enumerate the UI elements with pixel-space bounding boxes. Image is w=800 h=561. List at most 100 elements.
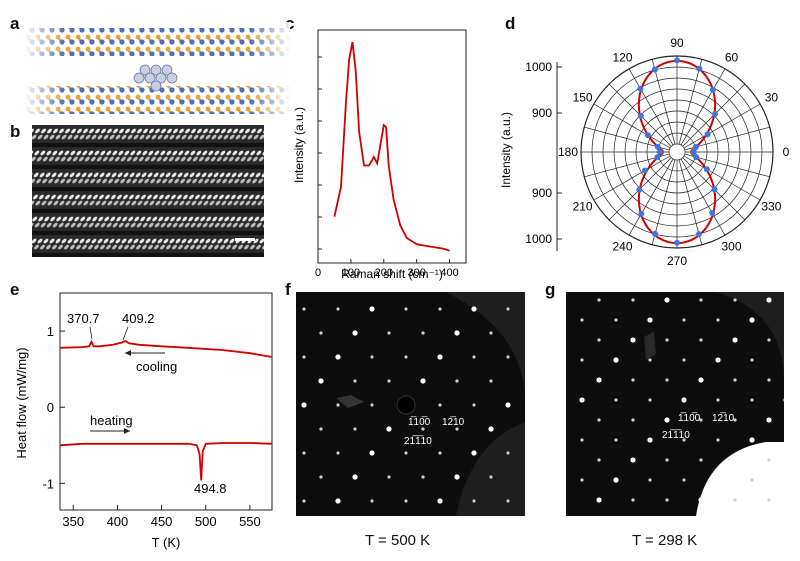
raman-x-tick-label: 0 — [315, 267, 321, 279]
diffraction-spot — [404, 355, 408, 359]
diffraction-spot — [437, 498, 443, 504]
polar-data-point — [696, 231, 702, 238]
polar-data-point — [712, 111, 718, 117]
diffraction-spot — [597, 338, 601, 342]
diffraction-spot — [647, 317, 653, 323]
diffraction-spot — [665, 338, 669, 342]
polar-data-point — [637, 112, 644, 119]
polar-angle-label: 90 — [670, 36, 684, 50]
diffraction-spot — [766, 297, 772, 303]
diffraction-spot — [648, 358, 652, 362]
polar-angle-label: 330 — [761, 200, 781, 214]
diffraction-spot — [370, 403, 374, 407]
polar-intensity-chart: 0 30 60 90 120 150 180 210 240 270 300 330 1000 900 9… — [499, 36, 790, 268]
diffraction-spot — [613, 357, 619, 363]
diffraction-spot — [732, 457, 738, 463]
diffraction-spot — [596, 497, 602, 503]
dsc-x-axis-label: T (K) — [152, 535, 181, 550]
diffraction-spot — [630, 337, 636, 343]
diffraction-spot — [648, 398, 652, 402]
diffraction-spot — [750, 358, 754, 362]
diffraction-spot — [404, 307, 408, 311]
diffraction-spot — [580, 358, 584, 362]
dsc-x-tick-label: 550 — [239, 514, 261, 529]
diffraction-spot — [438, 307, 442, 311]
diffraction-spot — [506, 499, 510, 503]
polar-data-point — [636, 186, 643, 193]
diffraction-spot — [489, 379, 493, 383]
diffraction-spot — [664, 417, 670, 423]
raman-spectrum-chart: 0 100 200 300 400 Raman shift (cm⁻¹) Intensi… — [292, 29, 467, 281]
diffraction-spot — [302, 355, 306, 359]
diffraction-spot — [597, 418, 601, 422]
diffraction-spot — [631, 378, 635, 382]
raman-series-line — [333, 41, 450, 252]
diffraction-spot — [716, 438, 720, 442]
polar-radial-label: 900 — [532, 106, 552, 120]
diffraction-spot — [454, 330, 460, 336]
diffraction-spot — [387, 379, 391, 383]
diffraction-spot — [733, 378, 737, 382]
polar-angle-label: 300 — [721, 239, 741, 253]
stem-micrograph — [32, 125, 264, 257]
diffraction-spot — [420, 378, 426, 384]
diffraction-spot — [749, 437, 755, 443]
dsc-y-tick-label: -1 — [42, 476, 54, 491]
polar-radial-label: 900 — [532, 186, 552, 200]
diffraction-spot — [613, 477, 619, 483]
diffraction-spot — [614, 398, 618, 402]
polar-data-point — [674, 239, 680, 246]
diffraction-spot — [767, 338, 771, 342]
dsc-x-tick-label: 500 — [195, 514, 217, 529]
panel-label-f: f — [285, 280, 291, 299]
diffraction-spot — [750, 478, 754, 482]
crystal-structure-illustration — [25, 22, 290, 122]
polar-data-point — [652, 230, 659, 237]
diffraction-spot — [336, 451, 340, 455]
diffraction-spot — [767, 378, 771, 382]
heating-label: heating — [90, 413, 133, 428]
polar-radial-label: 1000 — [525, 60, 552, 74]
panel-label-a: a — [10, 14, 20, 33]
diffraction-spot — [370, 355, 374, 359]
diffraction-spot — [454, 474, 460, 480]
polar-angle-label: 0 — [783, 145, 790, 159]
polar-data-point — [692, 144, 699, 150]
polar-data-point — [704, 131, 711, 138]
dsc-x-tick-label: 400 — [107, 514, 129, 529]
polar-radial-label: 1000 — [525, 232, 552, 246]
diffraction-spot — [472, 403, 476, 407]
diffraction-spot — [421, 475, 425, 479]
diffraction-spot — [767, 458, 771, 462]
diffraction-spot — [580, 438, 584, 442]
diffraction-spot — [664, 297, 670, 303]
diffraction-spot — [733, 298, 737, 302]
dsc-y-axis-label: Heat flow (mW/mg) — [14, 347, 29, 458]
polar-y-axis-label: Intensity (a.u.) — [499, 112, 513, 188]
diffraction-spot — [631, 418, 635, 422]
diffraction-spot — [579, 397, 585, 403]
polar-data-point — [638, 210, 645, 217]
diffraction-pattern-500k: 1̅10̅0 12̅10 21̅1̅10 — [296, 292, 525, 516]
diffraction-spot — [698, 377, 704, 383]
diffraction-spot — [506, 355, 510, 359]
diffraction-spot — [506, 451, 510, 455]
polar-angle-label: 150 — [573, 91, 593, 105]
diffraction-spot — [750, 398, 754, 402]
raman-x-tick-label: 400 — [440, 267, 458, 279]
diffraction-spot — [698, 497, 704, 503]
spot-label-12-10: 12̅10 — [442, 416, 465, 428]
scale-bar — [235, 238, 255, 241]
peak-label-409: 409.2 — [122, 311, 155, 326]
diffraction-spot — [631, 298, 635, 302]
diffraction-spot — [472, 499, 476, 503]
diffraction-spot — [472, 355, 476, 359]
panel-label-e: e — [10, 280, 20, 299]
diffraction-spot — [630, 457, 636, 463]
diffraction-spot — [335, 498, 341, 504]
raman-x-tick-label: 300 — [407, 267, 425, 279]
diffraction-spot — [438, 403, 442, 407]
polar-angle-label: 270 — [667, 254, 687, 268]
dsc-x-tick-label: 450 — [151, 514, 173, 529]
diffraction-spot — [353, 427, 357, 431]
